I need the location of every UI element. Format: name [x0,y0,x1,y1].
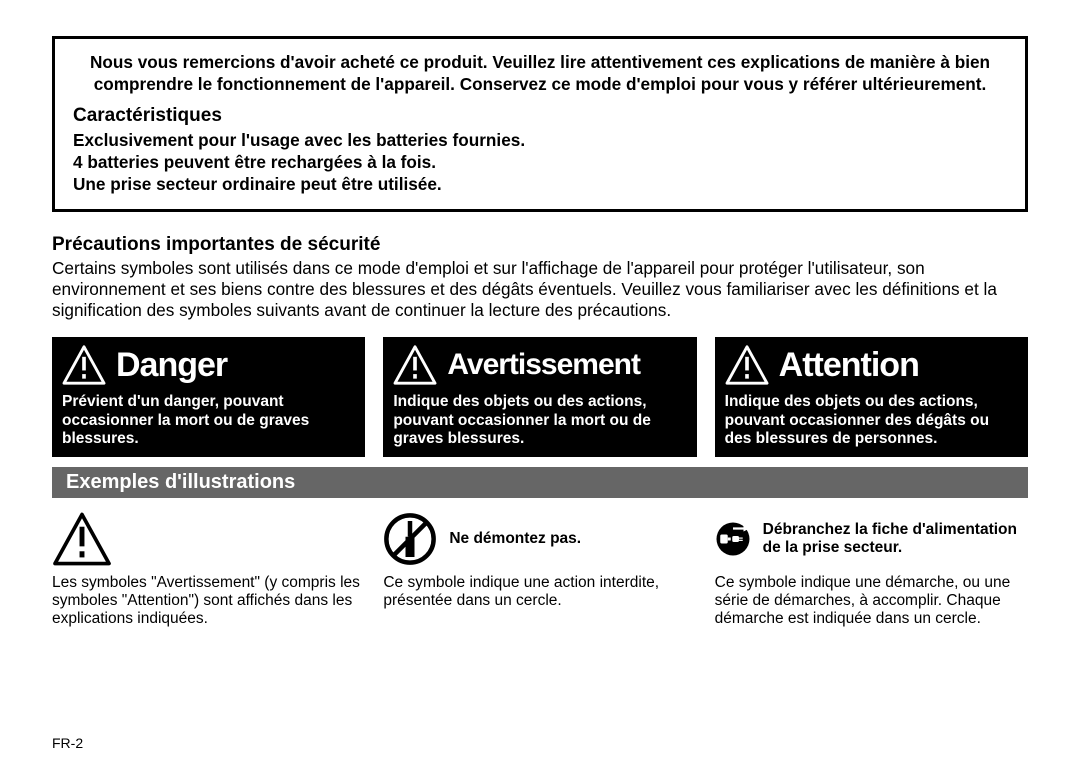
warning-word: Danger [116,346,227,385]
example-label: Débranchez la fiche d'alimentation de la… [763,521,1028,557]
warning-header: Danger [62,337,355,393]
precautions-title: Précautions importantes de sécurité [52,234,1028,256]
warning-description: Prévient d'un danger, pouvant occasionne… [62,393,355,449]
warning-header: Avertissement [393,337,686,393]
example-icon-row: Ne démontez pas. [383,508,696,570]
example-icon-row: Débranchez la fiche d'alimentation de la… [715,508,1028,570]
examples-title-bar: Exemples d'illustrations [52,467,1028,498]
characteristics-title: Caractéristiques [73,105,1007,127]
example-body: Ce symbole indique une démarche, ou une … [715,574,1028,629]
top-frame: Nous vous remercions d'avoir acheté ce p… [52,36,1028,212]
page-number: FR-2 [52,735,83,751]
warning-box-danger: Danger Prévient d'un danger, pouvant occ… [52,337,365,457]
warning-boxes-row: Danger Prévient d'un danger, pouvant occ… [52,337,1028,457]
example-icon-row [52,508,365,570]
warning-header: Attention [725,337,1018,393]
warning-description: Indique des objets ou des actions, pouva… [393,393,686,449]
warning-word: Avertissement [447,348,640,382]
warning-box-avertissement: Avertissement Indique des objets ou des … [383,337,696,457]
example-column-prohibited: Ne démontez pas. Ce symbole indique une … [383,508,696,629]
do-not-disassemble-icon [383,512,437,566]
characteristics-body: Exclusivement pour l'usage avec les batt… [73,129,1007,195]
example-body: Les symboles "Avertissement" (y compris … [52,574,365,629]
example-body: Ce symbole indique une action interdite,… [383,574,696,611]
warning-triangle-icon [393,345,437,385]
precautions-body: Certains symboles sont utilisés dans ce … [52,258,1028,321]
warning-triangle-icon [725,345,769,385]
manual-page: Nous vous remercions d'avoir acheté ce p… [0,0,1080,765]
caution-triangle-icon [52,512,112,566]
warning-word: Attention [779,346,919,385]
warning-description: Indique des objets ou des actions, pouva… [725,393,1018,449]
examples-row: Les symboles "Avertissement" (y compris … [52,508,1028,629]
example-label: Ne démontez pas. [449,530,581,548]
warning-triangle-icon [62,345,106,385]
intro-text: Nous vous remercions d'avoir acheté ce p… [73,51,1007,95]
example-column-action: Débranchez la fiche d'alimentation de la… [715,508,1028,629]
warning-box-attention: Attention Indique des objets ou des acti… [715,337,1028,457]
unplug-icon [715,512,751,566]
example-column-warning: Les symboles "Avertissement" (y compris … [52,508,365,629]
